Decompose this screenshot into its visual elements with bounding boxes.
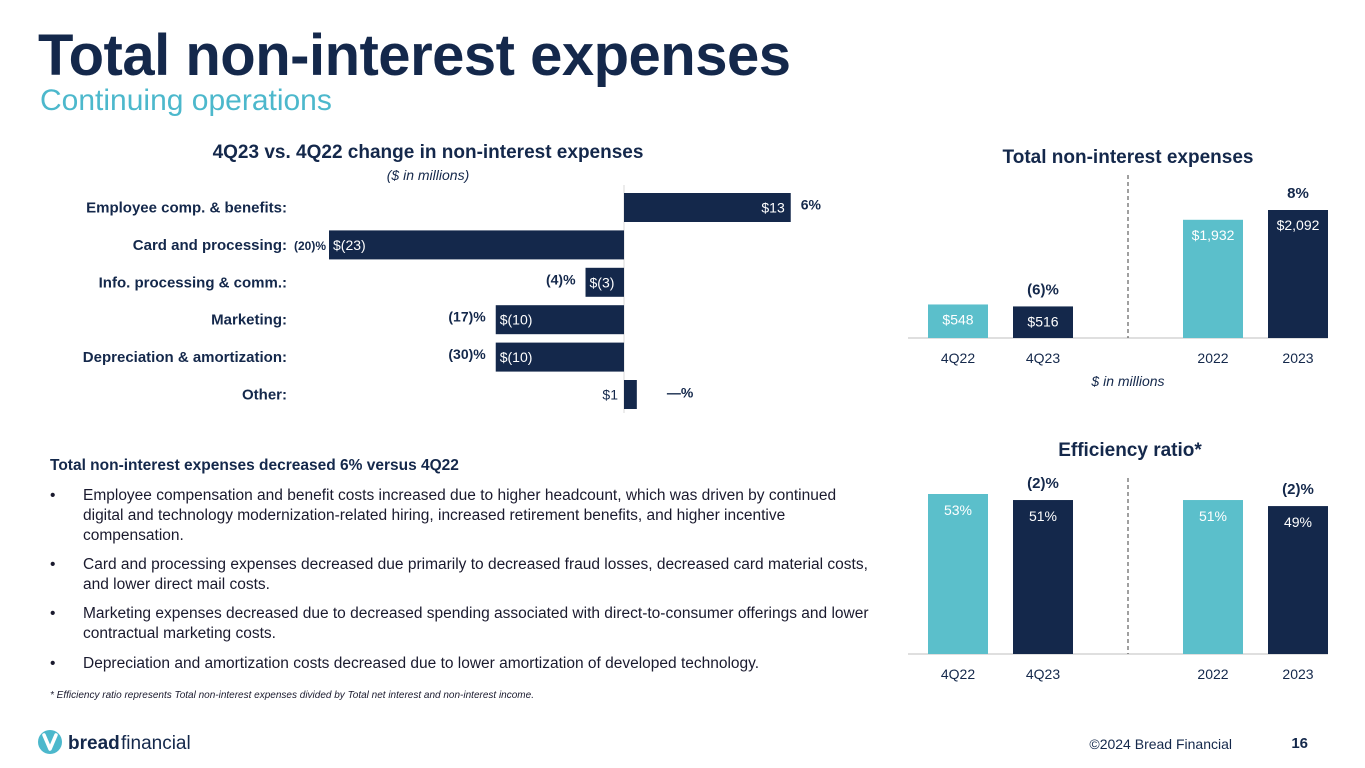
- footnote: * Efficiency ratio represents Total non-…: [50, 690, 534, 701]
- page-title: Total non-interest expenses: [38, 23, 791, 88]
- bar: [928, 304, 988, 338]
- data-label: $13: [761, 200, 785, 216]
- bullet-symbol: •: [50, 655, 56, 672]
- logo-word-bread: bread: [68, 733, 120, 754]
- category-label: 2023: [1282, 666, 1313, 682]
- bullet-text: Marketing expenses decreased due to decr…: [83, 605, 869, 642]
- data-label: 53%: [944, 502, 972, 518]
- category-label: 2023: [1282, 350, 1313, 366]
- bar: [1268, 210, 1328, 338]
- category-label: Marketing:: [211, 312, 287, 329]
- data-label: $(10): [500, 312, 533, 328]
- data-label: 51%: [1029, 508, 1057, 524]
- expense-chart-unit: $ in millions: [1091, 373, 1165, 389]
- bar: [495, 342, 624, 372]
- pct-label: (20)%: [294, 239, 326, 253]
- data-label: $(3): [590, 274, 615, 290]
- category-label: Info. processing & comm.:: [99, 274, 287, 291]
- bar: [624, 193, 791, 222]
- change-chart-title: 4Q23 vs. 4Q22 change in non-interest exp…: [212, 142, 644, 163]
- data-label: $(10): [500, 349, 533, 365]
- bar: [1183, 219, 1243, 338]
- logo-word-financial: financial: [121, 733, 191, 754]
- pct-label: (17)%: [448, 309, 486, 325]
- data-label: $516: [1027, 313, 1058, 329]
- page-number: 16: [1291, 735, 1308, 752]
- data-label: $548: [942, 311, 973, 327]
- bar: [1183, 500, 1243, 654]
- company-logo: bread financial: [38, 728, 218, 763]
- data-label: 51%: [1199, 508, 1227, 524]
- bullet-item: • Marketing expenses decreased due to de…: [50, 604, 880, 644]
- category-label: Depreciation & amortization:: [83, 349, 287, 366]
- pct-label: (30)%: [448, 346, 486, 362]
- page-subtitle: Continuing operations: [40, 84, 332, 117]
- data-label: 49%: [1284, 514, 1312, 530]
- bullet-text: Employee compensation and benefit costs …: [83, 487, 837, 544]
- bullet-text: Depreciation and amortization costs decr…: [83, 655, 760, 672]
- pct-label: —%: [667, 385, 694, 401]
- change-chart-subtitle: ($ in millions): [386, 167, 470, 183]
- category-label: 2022: [1197, 350, 1228, 366]
- efficiency-chart: 53% 4Q22 51% 4Q23 51% 2022 49% 2023 (2)% (2)%: [908, 475, 1328, 682]
- bar: [1013, 306, 1073, 338]
- bullet-item: • Depreciation and amortization costs de…: [50, 654, 880, 674]
- category-label: 4Q22: [941, 350, 975, 366]
- category-label: Card and processing:: [133, 237, 287, 254]
- bullet-symbol: •: [50, 556, 56, 573]
- bread-logo-icon: bread financial: [38, 730, 191, 754]
- expense-chart-title: Total non-interest expenses: [1002, 147, 1254, 168]
- data-label: $1: [602, 387, 618, 403]
- bar: [1268, 506, 1328, 654]
- bar: [495, 305, 624, 335]
- efficiency-chart-title: Efficiency ratio*: [1058, 440, 1202, 461]
- data-label: $(23): [333, 237, 366, 253]
- bullet-text: Card and processing expenses decreased d…: [83, 556, 868, 593]
- data-label: $1,932: [1192, 227, 1235, 243]
- bar: [585, 267, 624, 297]
- bar: [329, 230, 624, 260]
- category-label: 4Q22: [941, 666, 975, 682]
- bar: [624, 380, 637, 409]
- category-label: Other:: [242, 387, 287, 404]
- change-label: (2)%: [1027, 475, 1059, 492]
- category-label: 4Q23: [1026, 666, 1060, 682]
- data-label: $2,092: [1277, 217, 1320, 233]
- bullet-symbol: •: [50, 487, 56, 504]
- bullet-item: • Card and processing expenses decreased…: [50, 555, 880, 595]
- change-label: (6)%: [1027, 281, 1059, 298]
- bar: [1013, 500, 1073, 654]
- change-label: (2)%: [1282, 481, 1314, 498]
- copyright: ©2024 Bread Financial: [1089, 736, 1232, 752]
- change-label: 8%: [1287, 185, 1309, 202]
- category-label: 2022: [1197, 666, 1228, 682]
- category-label: Employee comp. & benefits:: [86, 200, 287, 217]
- bar: [928, 494, 988, 654]
- bullet-item: • Employee compensation and benefit cost…: [50, 486, 880, 546]
- category-label: 4Q23: [1026, 350, 1060, 366]
- expense-chart: $548 4Q22 $516 4Q23 $1,932 2022 $2,092 2023 (6)%…: [908, 175, 1328, 366]
- pct-label: (4)%: [546, 271, 576, 287]
- summary-heading: Total non-interest expenses decreased 6%…: [50, 457, 459, 474]
- pct-label: 6%: [801, 197, 822, 213]
- change-chart: Employee comp. & benefits: $13 6% Card and …: [83, 185, 822, 413]
- bullet-symbol: •: [50, 605, 56, 622]
